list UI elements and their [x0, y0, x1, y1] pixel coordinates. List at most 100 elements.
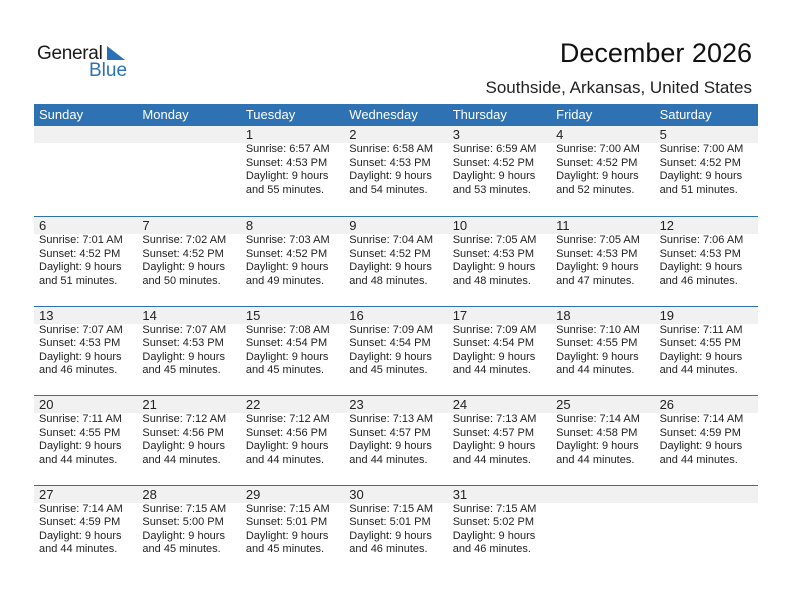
sunset-time: Sunset: 4:58 PM	[556, 426, 638, 439]
sunrise-time: Sunrise: 7:09 AM	[452, 323, 537, 336]
day-number: 2	[349, 127, 357, 142]
sunset-time: Sunset: 4:53 PM	[39, 337, 121, 349]
sunset-time: Sunset: 4:59 PM	[659, 426, 741, 439]
daylight-hours: Daylight: 9 hours	[245, 529, 329, 542]
daylight-hours: Daylight: 9 hours	[452, 440, 536, 452]
sunrise-time: Sunrise: 7:00 AM	[556, 143, 640, 155]
day-cell: 17 Sunrise: 7:09 AM Sunset: 4:54 PM Dayligh…	[448, 307, 551, 396]
day-cell: 21 Sunrise: 7:12 AM Sunset: 4:56 PM Dayligh…	[137, 396, 240, 485]
daylight-hours: Daylight: 9 hours	[245, 350, 329, 363]
sunrise-time: Sunrise: 7:02 AM	[142, 234, 227, 246]
daylight-minutes: and 54 minutes.	[349, 183, 428, 196]
day-number: 24	[452, 397, 468, 412]
sunrise-time: Sunrise: 7:11 AM	[39, 413, 122, 425]
daylight-hours: Daylight: 9 hours	[659, 261, 743, 273]
empty-cell	[655, 486, 758, 575]
sunrise-time: Sunrise: 7:11 AM	[659, 323, 743, 336]
day-number: 13	[39, 307, 54, 323]
day-cell: 9 Sunrise: 7:04 AM Sunset: 4:52 PM Daylight…	[344, 217, 447, 306]
day-number: 31	[452, 486, 468, 502]
sunrise-time: Sunrise: 7:14 AM	[659, 413, 744, 425]
day-cell: 25 Sunrise: 7:14 AM Sunset: 4:58 PM Dayligh…	[551, 396, 654, 485]
sunset-time: Sunset: 4:53 PM	[659, 247, 741, 260]
day-number: 26	[659, 397, 675, 412]
day-cell: 12 Sunrise: 7:06 AM Sunset: 4:53 PM Dayligh…	[655, 217, 758, 306]
weekday-tuesday: Tuesday	[245, 107, 296, 122]
sunset-time: Sunset: 4:55 PM	[39, 426, 121, 439]
day-number: 9	[349, 218, 357, 233]
sunset-time: Sunset: 4:53 PM	[142, 337, 224, 349]
day-number: 12	[659, 218, 675, 233]
daylight-minutes: and 46 minutes.	[659, 274, 738, 287]
day-cell: 23 Sunrise: 7:13 AM Sunset: 4:57 PM Dayligh…	[344, 396, 447, 485]
sunrise-time: Sunrise: 7:12 AM	[245, 413, 330, 425]
daylight-minutes: and 44 minutes.	[556, 364, 635, 376]
sunset-time: Sunset: 4:53 PM	[349, 156, 431, 169]
sunset-time: Sunset: 4:55 PM	[659, 337, 741, 349]
daylight-minutes: and 49 minutes.	[245, 274, 325, 287]
calendar-grid: Sunday Monday Tuesday Wednesday Thursday Frid…	[34, 104, 758, 574]
daylight-hours: Daylight: 9 hours	[349, 350, 432, 363]
date-band	[34, 396, 758, 413]
daylight-minutes: and 53 minutes.	[452, 183, 531, 196]
sunrise-time: Sunrise: 6:58 AM	[349, 143, 434, 155]
daylight-minutes: and 50 minutes.	[142, 274, 221, 287]
day-number: 1	[245, 127, 254, 142]
day-number: 3	[452, 127, 460, 142]
logo-general: General	[37, 43, 103, 64]
day-cell: 18 Sunrise: 7:10 AM Sunset: 4:55 PM Dayligh…	[551, 307, 654, 396]
sunrise-time: Sunrise: 7:14 AM	[39, 502, 123, 515]
daylight-minutes: and 45 minutes.	[349, 364, 428, 376]
daylight-hours: Daylight: 9 hours	[245, 261, 329, 273]
daylight-minutes: and 44 minutes.	[556, 453, 635, 466]
day-cell: 20 Sunrise: 7:11 AM Sunset: 4:55 PM Dayligh…	[34, 396, 137, 485]
daylight-minutes: and 46 minutes.	[349, 543, 428, 555]
daylight-minutes: and 46 minutes.	[452, 543, 531, 555]
daylight-hours: Daylight: 9 hours	[142, 350, 225, 363]
daylight-hours: Daylight: 9 hours	[556, 350, 639, 363]
day-number: 17	[452, 307, 468, 323]
day-cell: 4 Sunrise: 7:00 AM Sunset: 4:52 PM Daylight…	[551, 126, 654, 216]
sunset-time: Sunset: 4:56 PM	[142, 426, 224, 439]
day-cell: 27 Sunrise: 7:14 AM Sunset: 4:59 PM Dayligh…	[34, 486, 137, 575]
daylight-hours: Daylight: 9 hours	[556, 440, 639, 452]
daylight-minutes: and 47 minutes.	[556, 274, 635, 287]
weekday-header: Sunday Monday Tuesday Wednesday Thursday Frid…	[34, 104, 758, 126]
sunset-time: Sunset: 5:00 PM	[142, 516, 224, 528]
daylight-minutes: and 44 minutes.	[659, 364, 738, 376]
daylight-hours: Daylight: 9 hours	[39, 350, 122, 363]
day-cell: 11 Sunrise: 7:05 AM Sunset: 4:53 PM Dayligh…	[551, 217, 654, 306]
daylight-minutes: and 45 minutes.	[142, 364, 221, 376]
sunset-time: Sunset: 4:54 PM	[452, 337, 535, 349]
daylight-minutes: and 51 minutes.	[39, 274, 118, 287]
sunrise-time: Sunrise: 7:08 AM	[245, 323, 330, 336]
daylight-hours: Daylight: 9 hours	[39, 529, 122, 542]
date-band	[34, 485, 758, 503]
empty-cell	[137, 126, 240, 216]
sunrise-time: Sunrise: 7:09 AM	[349, 323, 434, 336]
daylight-minutes: and 44 minutes.	[142, 453, 221, 466]
day-number: 4	[556, 127, 564, 142]
sunset-time: Sunset: 4:54 PM	[245, 337, 328, 349]
sunset-time: Sunset: 4:52 PM	[659, 156, 741, 169]
sunrise-time: Sunrise: 7:07 AM	[142, 323, 227, 336]
day-number: 21	[142, 397, 157, 412]
sunrise-time: Sunrise: 7:07 AM	[39, 323, 123, 336]
sunrise-time: Sunrise: 7:06 AM	[659, 234, 744, 246]
day-cell: 8 Sunrise: 7:03 AM Sunset: 4:52 PM Daylight…	[241, 217, 344, 306]
day-number: 18	[556, 307, 571, 323]
day-cell: 3 Sunrise: 6:59 AM Sunset: 4:52 PM Daylight…	[448, 126, 551, 216]
sunrise-time: Sunrise: 7:13 AM	[349, 413, 434, 425]
daylight-minutes: and 51 minutes.	[659, 183, 738, 196]
day-cell: 6 Sunrise: 7:01 AM Sunset: 4:52 PM Daylight…	[34, 217, 137, 306]
logo-triangle-icon	[107, 46, 125, 60]
day-cell: 1 Sunrise: 6:57 AM Sunset: 4:53 PM Daylight…	[241, 126, 344, 216]
daylight-hours: Daylight: 9 hours	[556, 170, 639, 182]
daylight-hours: Daylight: 9 hours	[556, 261, 639, 273]
daylight-hours: Daylight: 9 hours	[349, 440, 432, 452]
daylight-minutes: and 44 minutes.	[245, 453, 325, 466]
daylight-minutes: and 52 minutes.	[556, 183, 635, 196]
day-cell: 15 Sunrise: 7:08 AM Sunset: 4:54 PM Dayligh…	[241, 307, 344, 396]
empty-cell	[551, 486, 654, 575]
daylight-hours: Daylight: 9 hours	[245, 170, 329, 182]
